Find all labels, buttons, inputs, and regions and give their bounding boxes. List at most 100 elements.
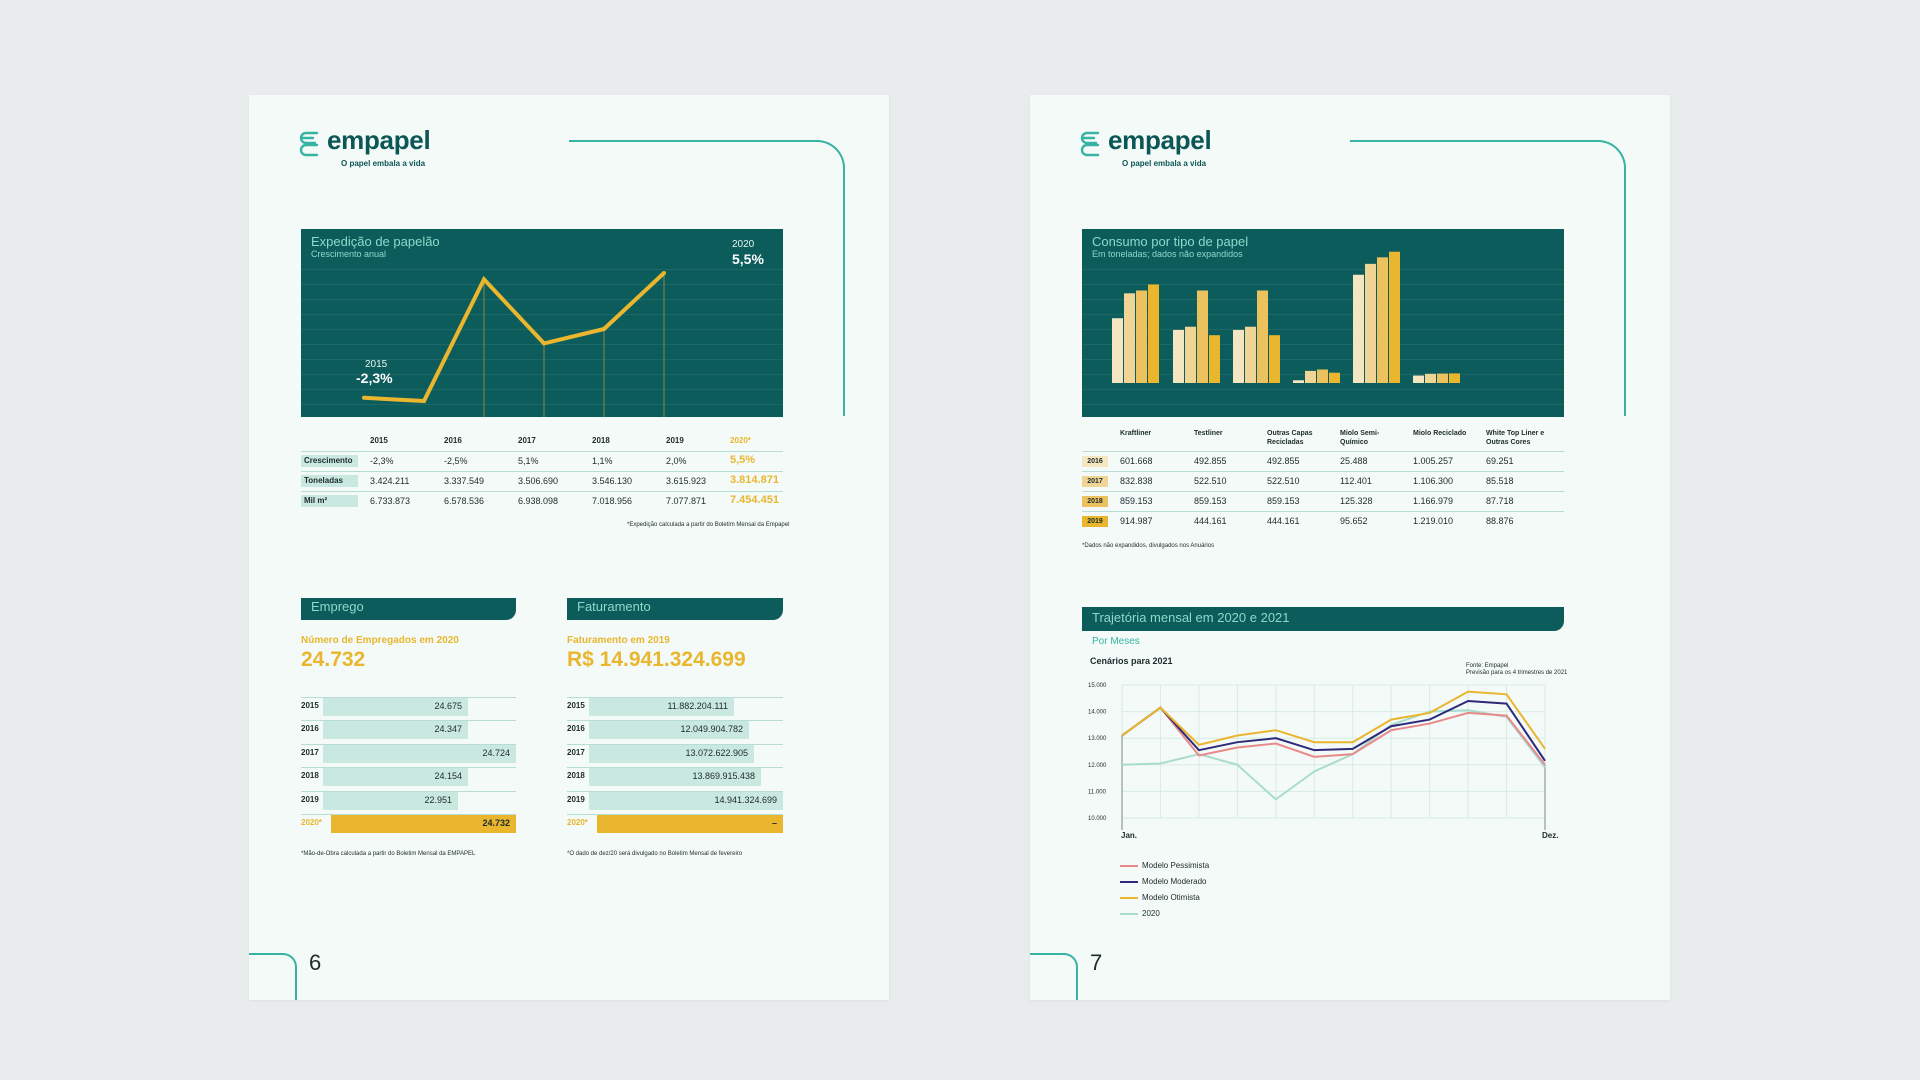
footnote: *O dado de dez/20 será divulgado no Bole… xyxy=(567,851,743,857)
table-cell: 5,1% xyxy=(518,456,539,466)
table-cell: 522.510 xyxy=(1267,476,1300,486)
label-2020-year: 2020 xyxy=(732,239,755,250)
emprego-bar: 24.347 xyxy=(323,721,468,739)
bar-2016 xyxy=(1413,375,1424,383)
table-cell: 1.106.300 xyxy=(1413,476,1454,486)
table-cell: 3.506.690 xyxy=(518,476,559,486)
decorative-line xyxy=(569,140,845,416)
data-point xyxy=(482,277,486,282)
table-cell: 87.718 xyxy=(1486,496,1514,506)
data-point xyxy=(362,395,366,400)
report-page-6: empapel O papel embala a vida Expedição … xyxy=(249,95,889,1000)
table-cell: 69.251 xyxy=(1486,456,1514,466)
row-label: Toneladas xyxy=(304,476,343,485)
bar-2017 xyxy=(1425,373,1436,383)
row-label: Mil m² xyxy=(304,496,328,505)
legend-label: Modelo Moderado xyxy=(1142,877,1207,886)
faturamento-header-label: Faturamento xyxy=(577,599,651,614)
bar-2017 xyxy=(1185,326,1196,383)
label-2015-year: 2015 xyxy=(365,359,388,370)
year-label: 2015 xyxy=(301,701,319,710)
bar-value: 11.882.204.111 xyxy=(667,701,728,711)
bar-value: 14.941.324.699 xyxy=(714,795,777,805)
bar-value: 24.732 xyxy=(482,818,510,828)
year-header: 2018 xyxy=(592,436,610,445)
column-header: Miolo Reciclado xyxy=(1413,430,1467,437)
table-cell: 1,1% xyxy=(592,456,613,466)
bar-2016 xyxy=(1353,274,1364,383)
year-label: 2017 xyxy=(301,748,319,757)
year-label: 2019 xyxy=(567,795,585,804)
year-header: 2020* xyxy=(730,436,751,445)
faturamento-bar: 14.941.324.699 xyxy=(589,792,783,810)
consumo-bar-chart xyxy=(1112,251,1460,383)
column-header: White Top Liner e Outras Cores xyxy=(1486,430,1545,446)
expedicao-line-chart xyxy=(362,271,666,417)
decorative-line xyxy=(1350,140,1626,416)
table-cell-highlight: 7.454.451 xyxy=(730,494,779,506)
emprego-header-label: Emprego xyxy=(311,599,364,614)
table-cell: 492.855 xyxy=(1267,456,1300,466)
faturamento-bar: 13.072.622.905 xyxy=(589,745,754,763)
row-label: Crescimento xyxy=(304,456,353,465)
year-tag: 2016 xyxy=(1082,456,1108,467)
faturamento-header: Faturamento xyxy=(567,598,783,620)
table-cell: 2,0% xyxy=(666,456,687,466)
table-cell: 444.161 xyxy=(1267,516,1300,526)
brand-tagline: O papel embala a vida xyxy=(1122,159,1207,168)
bar-2016 xyxy=(1173,329,1184,383)
scenarios-label: Cenários para 2021 xyxy=(1090,656,1173,666)
bar-value: – xyxy=(771,818,777,828)
bar-2018 xyxy=(1257,290,1268,383)
brand-name: empapel xyxy=(1108,125,1212,155)
decorative-line xyxy=(249,953,297,1000)
column-header: Kraftliner xyxy=(1120,430,1152,437)
faturamento-bar: 13.869.915.438 xyxy=(589,768,761,786)
year-label: 2020* xyxy=(301,818,322,827)
faturamento-bar: 12.049.904.782 xyxy=(589,721,749,739)
year-label: 2018 xyxy=(301,771,319,780)
emprego-header: Emprego xyxy=(301,598,516,620)
year-tag: 2018 xyxy=(1082,496,1108,507)
empapel-logo-icon xyxy=(299,131,319,157)
year-header: 2015 xyxy=(370,436,388,445)
table-cell: 95.652 xyxy=(1340,516,1368,526)
label-2020-value: 5,5% xyxy=(732,251,764,267)
table-cell: -2,3% xyxy=(370,456,394,466)
report-page-7: empapel O papel embala a vida Consumo po… xyxy=(1030,95,1670,1000)
faturamento-big-value: R$ 14.941.324.699 xyxy=(567,648,746,671)
year-label: 2015 xyxy=(567,701,585,710)
bar-2016 xyxy=(1293,380,1304,383)
table-cell: 25.488 xyxy=(1340,456,1368,466)
legend-item: Modelo Moderado xyxy=(1120,877,1206,886)
bar-2018 xyxy=(1136,290,1147,383)
year-tag: 2019 xyxy=(1082,516,1108,527)
bar-value: 13.869.915.438 xyxy=(692,771,755,781)
brand-name: empapel xyxy=(327,125,431,155)
chart-title: Expedição de papelão xyxy=(311,234,440,249)
series-line xyxy=(1121,709,1546,801)
table-cell: 112.401 xyxy=(1340,476,1372,486)
legend-label: 2020 xyxy=(1142,909,1160,918)
bar-2016 xyxy=(1112,318,1123,383)
table-cell: 601.668 xyxy=(1120,456,1153,466)
table-cell: 7.077.871 xyxy=(666,496,707,506)
bar-2019 xyxy=(1389,251,1400,383)
x-label-end: Dez. xyxy=(1542,831,1559,840)
emprego-bar: 24.154 xyxy=(323,768,468,786)
legend-item: Modelo Pessimista xyxy=(1120,861,1209,870)
table-cell: 1.219.010 xyxy=(1413,516,1454,526)
trajetoria-header-label: Trajetória mensal em 2020 e 2021 xyxy=(1092,610,1290,625)
bar-2019 xyxy=(1329,372,1340,383)
bar-2017 xyxy=(1305,370,1316,383)
emprego-big-value: 24.732 xyxy=(301,648,366,671)
y-tick-label: 11.000 xyxy=(1088,789,1107,795)
x-label-start: Jan. xyxy=(1121,831,1138,840)
year-label: 2019 xyxy=(301,795,319,804)
table-cell: 522.510 xyxy=(1194,476,1227,486)
bar-value: 12.049.904.782 xyxy=(680,724,743,734)
table-cell: 3.337.549 xyxy=(444,476,485,486)
chart-subtitle: Em toneladas; dados não expandidos xyxy=(1092,249,1243,259)
table-cell: 1.005.257 xyxy=(1413,456,1454,466)
table-cell: 3.424.211 xyxy=(370,476,410,486)
